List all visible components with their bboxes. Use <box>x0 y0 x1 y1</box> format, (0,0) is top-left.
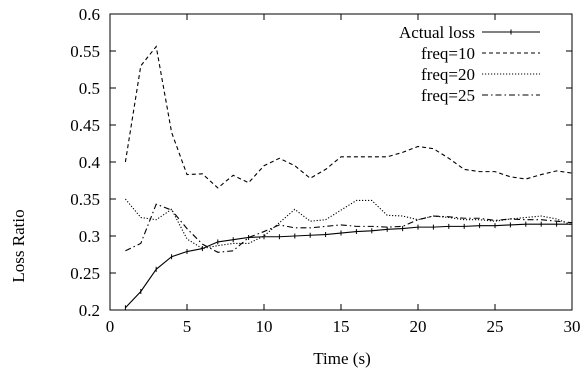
series-line <box>124 45 573 189</box>
x-tick-label: 10 <box>256 317 273 336</box>
y-tick-label: 0.35 <box>70 190 100 209</box>
y-axis-label: Loss Ratio <box>9 209 28 282</box>
legend-label: freq=25 <box>421 86 475 105</box>
series-actual-loss <box>124 221 573 311</box>
y-tick-label: 0.25 <box>70 264 100 283</box>
y-tick-label: 0.4 <box>79 153 101 172</box>
legend-label: Actual loss <box>399 23 475 42</box>
y-tick-label: 0.2 <box>79 301 100 320</box>
series-freq-20 <box>124 198 573 250</box>
x-tick-label: 25 <box>487 317 504 336</box>
y-tick-label: 0.6 <box>79 5 100 24</box>
x-tick-label: 30 <box>564 317 581 336</box>
series-line <box>124 198 573 250</box>
series-freq-25 <box>125 203 573 253</box>
x-tick-label: 20 <box>410 317 427 336</box>
legend: Actual loss freq=10 freq=20 freq=25 <box>399 23 540 105</box>
y-tick-label: 0.5 <box>79 79 100 98</box>
y-tick-label: 0.45 <box>70 116 100 135</box>
series-freq-10 <box>124 45 573 189</box>
y-tick-label: 0.3 <box>79 227 100 246</box>
legend-label: freq=20 <box>421 65 475 84</box>
x-tick-label: 5 <box>183 317 192 336</box>
plot-frame <box>109 13 573 311</box>
series-line <box>125 223 572 309</box>
legend-label: freq=10 <box>421 44 475 63</box>
series-line <box>125 203 573 253</box>
y-tick-label: 0.55 <box>70 42 100 61</box>
x-tick-label: 15 <box>333 317 350 336</box>
x-axis-label: Time (s) <box>313 349 370 368</box>
x-tick-label: 0 <box>106 317 115 336</box>
